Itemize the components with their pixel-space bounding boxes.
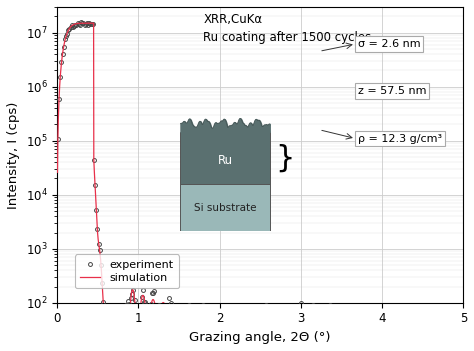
Line: simulation: simulation bbox=[57, 23, 464, 351]
experiment bbox=[461, 306, 466, 310]
experiment bbox=[273, 306, 279, 310]
Text: Si substrate: Si substrate bbox=[194, 203, 256, 213]
Line: experiment: experiment bbox=[56, 20, 465, 310]
simulation bbox=[55, 170, 60, 174]
Text: XRR,CuKα
Ru coating after 1500 cycles: XRR,CuKα Ru coating after 1500 cycles bbox=[203, 13, 372, 44]
experiment bbox=[245, 306, 250, 310]
X-axis label: Grazing angle, 2Θ (°): Grazing angle, 2Θ (°) bbox=[190, 331, 331, 344]
simulation bbox=[248, 306, 254, 310]
Text: Ru: Ru bbox=[218, 154, 233, 167]
experiment bbox=[457, 306, 463, 310]
Text: z = 57.5 nm: z = 57.5 nm bbox=[358, 86, 426, 96]
Text: σ = 2.6 nm: σ = 2.6 nm bbox=[358, 39, 420, 49]
simulation bbox=[461, 306, 466, 310]
experiment bbox=[55, 137, 61, 141]
Text: ρ = 12.3 g/cm³: ρ = 12.3 g/cm³ bbox=[358, 134, 442, 144]
experiment bbox=[297, 305, 302, 310]
experiment bbox=[78, 19, 84, 24]
simulation bbox=[448, 306, 454, 310]
experiment bbox=[165, 306, 171, 310]
experiment bbox=[104, 306, 109, 310]
simulation bbox=[225, 306, 231, 310]
simulation bbox=[91, 21, 96, 25]
simulation bbox=[228, 306, 234, 310]
simulation bbox=[350, 306, 356, 310]
Legend: experiment, simulation: experiment, simulation bbox=[75, 254, 179, 289]
Text: }: } bbox=[276, 144, 295, 172]
simulation bbox=[428, 306, 434, 310]
Y-axis label: Intensity, I (cps): Intensity, I (cps) bbox=[7, 101, 20, 208]
experiment bbox=[446, 306, 451, 310]
FancyBboxPatch shape bbox=[181, 132, 270, 184]
FancyBboxPatch shape bbox=[181, 184, 270, 231]
